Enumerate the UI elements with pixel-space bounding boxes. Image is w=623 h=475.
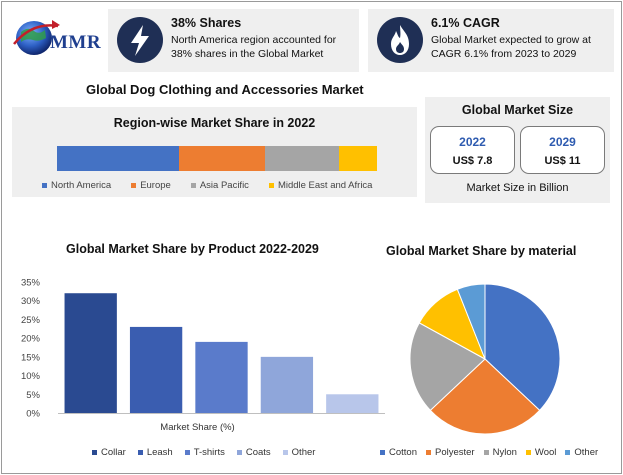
pie-slice-polyester — [429, 358, 541, 435]
pie-legend-item: Polyester — [426, 447, 475, 458]
market-size-card: 2029 US$ 11 — [520, 126, 605, 174]
legend-swatch — [137, 450, 143, 455]
bar-other — [326, 394, 379, 413]
pie-slice-cotton — [484, 283, 561, 412]
legend-label: Cotton — [389, 447, 417, 458]
legend-label: Wool — [534, 447, 557, 458]
market-size-note: Market Size in Billion — [466, 182, 569, 194]
bar-chart-x-label: Market Share (%) — [160, 422, 235, 433]
legend-label: Middle East and Africa — [277, 180, 373, 191]
market-size-card: 2022 US$ 7.8 — [430, 126, 515, 174]
y-tick-label: 10% — [21, 371, 41, 382]
region-stacked-bar — [57, 146, 377, 171]
pie-legend-item: Nylon — [483, 447, 517, 458]
legend-label: Collar — [101, 447, 126, 458]
y-tick-label: 25% — [21, 315, 41, 326]
region-legend-item: Middle East and Africa — [268, 180, 373, 191]
legend-swatch — [42, 183, 47, 188]
legend-label: Coats — [245, 447, 271, 458]
legend-label: Polyester — [435, 447, 475, 458]
pie-legend-item: Cotton — [380, 447, 417, 458]
legend-swatch — [426, 450, 431, 455]
region-legend-item: Asia Pacific — [190, 180, 249, 191]
legend-label: Asia Pacific — [199, 180, 249, 191]
legend-swatch — [184, 450, 190, 455]
market-size-value: US$ 7.8 — [452, 155, 493, 167]
y-tick-label: 5% — [26, 390, 40, 401]
stat-description: North America region accounted for 38% s… — [171, 34, 337, 60]
y-tick-label: 15% — [21, 352, 41, 363]
bar-chart-title: Global Market Share by Product 2022-2029 — [66, 242, 319, 256]
market-size-value: US$ 11 — [544, 155, 581, 167]
legend-swatch — [282, 450, 288, 455]
pie-chart-legend: Cotton Polyester Nylon Wool Other — [380, 447, 598, 458]
region-legend-item: Europe — [131, 180, 171, 191]
bar-legend-item: Coats — [236, 447, 271, 458]
region-chart-title: Region-wise Market Share in 2022 — [113, 116, 316, 130]
legend-swatch — [236, 450, 242, 455]
bar-legend-item: Collar — [92, 447, 126, 458]
legend-swatch — [525, 450, 531, 455]
bar-legend-item: Leash — [137, 447, 173, 458]
market-size-year: 2022 — [459, 135, 486, 149]
stat-title: 6.1% CAGR — [431, 16, 500, 30]
legend-label: T-shirts — [193, 447, 225, 458]
stat-description: Global Market expected to grow at CAGR 6… — [431, 34, 591, 60]
page-title: Global Dog Clothing and Accessories Mark… — [86, 82, 364, 97]
bar-legend-item: T-shirts — [184, 447, 225, 458]
pie-slice-nylon — [409, 322, 486, 412]
stat-card-share: 38% Shares North America region accounte… — [108, 9, 359, 72]
legend-swatch — [483, 450, 489, 455]
region-segment — [264, 146, 339, 171]
market-size-year: 2029 — [549, 135, 576, 149]
bar-t-shirts — [195, 341, 248, 413]
pie-chart-title: Global Market Share by material — [386, 244, 577, 258]
pie-legend-item: Wool — [525, 447, 557, 458]
legend-swatch — [565, 450, 571, 455]
brand-logo: MMR — [12, 14, 104, 64]
legend-swatch — [92, 450, 97, 455]
bar-legend-item: Other — [282, 447, 316, 458]
stat-title: 38% Shares — [171, 16, 242, 30]
legend-swatch — [190, 183, 196, 188]
bar-chart-legend: Collar Leash T-shirts Coats Other — [92, 447, 315, 458]
globe-icon — [13, 20, 60, 55]
region-share-panel: Region-wise Market Share in 2022 North A… — [12, 107, 417, 197]
lightning-bolt-icon — [117, 17, 163, 63]
legend-label: Nylon — [492, 447, 517, 458]
bar-coats — [260, 356, 314, 413]
y-tick-label: 30% — [21, 296, 41, 307]
legend-label: Other — [291, 447, 316, 458]
region-legend: North America Europe Asia Pacific Middle Ea… — [42, 180, 412, 191]
region-segment — [338, 146, 377, 171]
legend-label: North America — [51, 180, 112, 191]
pie-slice-other — [456, 283, 486, 360]
legend-swatch — [380, 450, 385, 455]
pie-legend-item: Other — [565, 447, 598, 458]
legend-label: Other — [574, 447, 599, 458]
y-tick-label: 35% — [21, 278, 41, 289]
region-legend-item: North America — [42, 180, 111, 191]
product-bar-chart: 0% 5% 10% 15% 20% 25% 30% 35% — [21, 278, 385, 420]
market-size-panel: Global Market Size 2022 US$ 7.8 2029 US$… — [425, 97, 610, 203]
bar-leash — [129, 326, 183, 413]
legend-swatch — [131, 183, 137, 188]
region-segment — [178, 146, 265, 171]
market-size-title: Global Market Size — [461, 103, 574, 117]
stat-card-cagr: 6.1% CAGR Global Market expected to grow… — [368, 9, 614, 72]
legend-swatch — [268, 183, 274, 188]
material-pie-chart — [409, 283, 561, 435]
logo-text: MMR — [50, 32, 102, 53]
y-tick-label: 20% — [21, 334, 41, 345]
legend-label: Leash — [146, 447, 173, 458]
region-segment — [57, 146, 179, 171]
legend-label: Europe — [140, 180, 171, 191]
bar-collar — [64, 293, 117, 413]
flame-icon — [377, 17, 423, 63]
y-tick-label: 0% — [26, 409, 40, 420]
